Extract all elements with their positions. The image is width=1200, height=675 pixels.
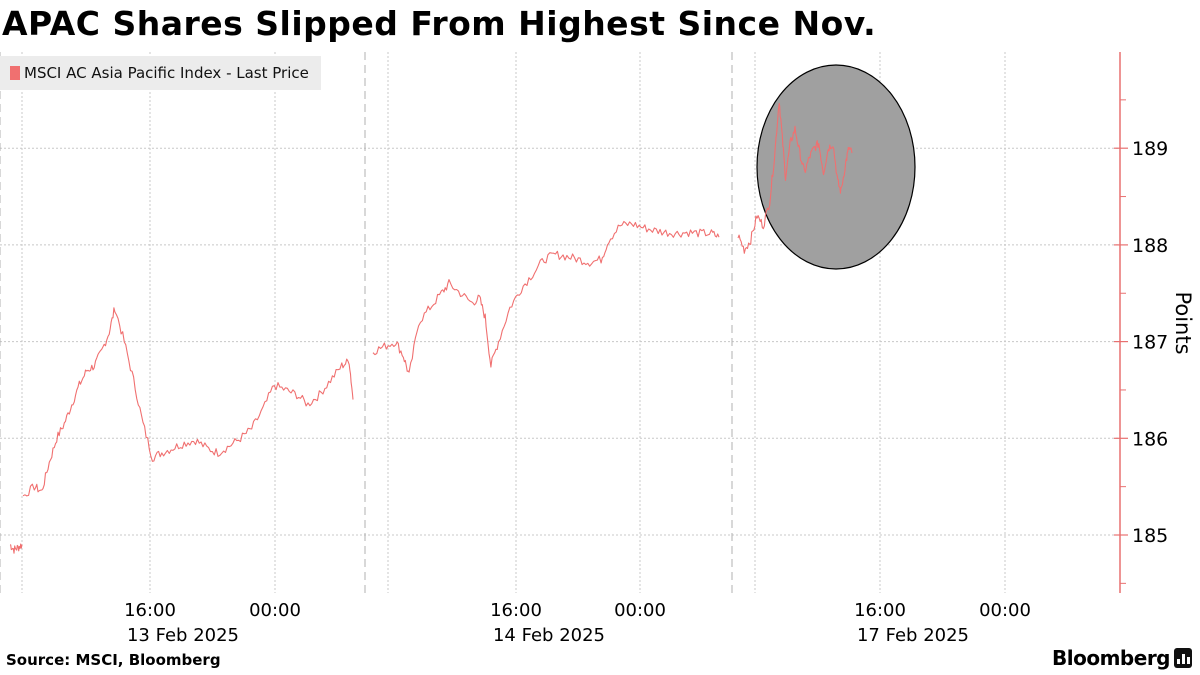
- grid-lines: [0, 52, 1120, 593]
- y-tick-label: 189: [1132, 138, 1168, 160]
- x-tick-time-label: 16:00: [490, 600, 542, 621]
- bar-chart-icon: [1174, 648, 1192, 668]
- x-tick-time-label: 00:00: [979, 600, 1031, 621]
- legend-label: MSCI AC Asia Pacific Index - Last Price: [24, 64, 309, 82]
- y-axis: 185 186 187 188 189: [1114, 52, 1168, 593]
- legend-swatch: [10, 66, 20, 80]
- y-tick-label: 188: [1132, 235, 1168, 257]
- series-line-segment: [22, 307, 354, 497]
- brand-logo: Bloomberg: [1052, 646, 1170, 670]
- source-note: Source: MSCI, Bloomberg: [6, 651, 221, 669]
- x-tick-time-label: 16:00: [854, 600, 906, 621]
- y-axis-label: Points: [1171, 291, 1195, 354]
- series-layer: [9, 102, 853, 554]
- series-line-segment: [372, 220, 720, 373]
- series-line-segment: [9, 543, 23, 554]
- x-axis: 16:00 13 Feb 2025 00:00 16:00 14 Feb 2025 00:…: [124, 600, 1031, 646]
- legend: MSCI AC Asia Pacific Index - Last Price: [0, 56, 321, 90]
- session-break-lines: [0, 52, 733, 593]
- y-tick-label: 186: [1132, 428, 1168, 450]
- x-tick-time-label: 16:00: [124, 600, 176, 621]
- y-tick-label: 187: [1132, 332, 1168, 354]
- y-tick-label: 185: [1132, 525, 1168, 547]
- x-tick-date-label: 17 Feb 2025: [857, 625, 969, 646]
- x-tick-time-label: 00:00: [249, 600, 301, 621]
- x-tick-date-label: 13 Feb 2025: [127, 625, 239, 646]
- chart-title: APAC Shares Slipped From Highest Since N…: [2, 4, 877, 43]
- series-line-segment: [737, 102, 853, 254]
- x-tick-date-label: 14 Feb 2025: [493, 625, 605, 646]
- x-tick-time-label: 00:00: [614, 600, 666, 621]
